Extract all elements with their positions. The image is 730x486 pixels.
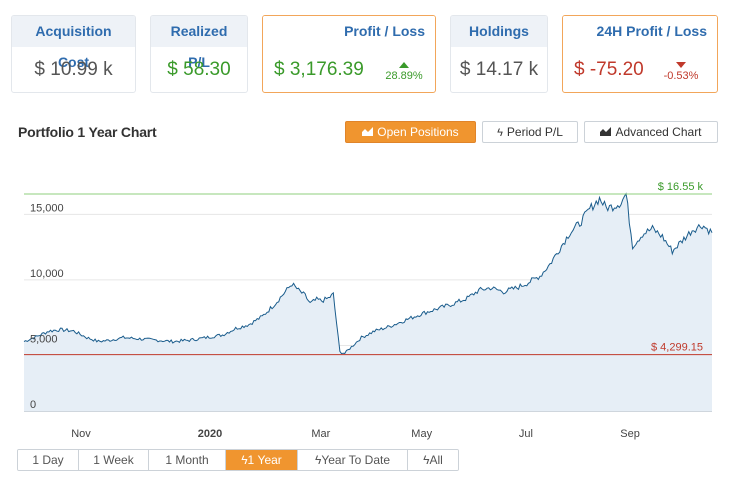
advanced-chart-button[interactable]: Advanced Chart — [584, 121, 718, 143]
y-tick-label: 15,000 — [30, 202, 64, 214]
x-tick-label: May — [411, 428, 432, 440]
range-1-year-button[interactable]: ϟ1 Year — [226, 450, 298, 470]
min-value-label: $ 4,299.15 — [651, 342, 703, 354]
card-acquisition-cost: Acquisition Cost $ 10.99 k — [11, 15, 136, 93]
range-ytd-label: Year To Date — [321, 453, 391, 467]
card-profit-loss-value: $ 3,176.39 — [274, 59, 364, 80]
card-acquisition-cost-value: $ 10.99 k — [34, 59, 113, 80]
x-tick-label: Jul — [519, 428, 533, 440]
card-profit-loss-label: Profit / Loss — [263, 16, 435, 47]
open-positions-button[interactable]: Open Positions — [345, 121, 476, 143]
x-tick-label: Mar — [311, 428, 330, 440]
y-tick-label: 10,000 — [30, 268, 64, 280]
range-1-week-button[interactable]: 1 Week — [79, 450, 149, 470]
open-positions-label: Open Positions — [377, 125, 459, 139]
y-tick-label: 5,000 — [30, 333, 58, 345]
card-profit-loss: Profit / Loss $ 3,176.39 28.89% — [262, 15, 436, 93]
card-24h-profit-loss-label: 24H Profit / Loss — [563, 16, 717, 47]
card-profit-loss-change: 28.89% — [381, 62, 427, 82]
card-24h-profit-loss-value: $ -75.20 — [574, 59, 644, 80]
range-all-button[interactable]: ϟAll — [408, 450, 458, 470]
card-acquisition-cost-label: Acquisition Cost — [12, 16, 135, 70]
range-ytd-button[interactable]: ϟYear To Date — [298, 450, 408, 470]
y-tick-label: 0 — [30, 399, 36, 411]
card-profit-loss-change-text: 28.89% — [385, 70, 423, 82]
bolt-icon: ϟ — [423, 453, 430, 467]
advanced-chart-label: Advanced Chart — [615, 125, 702, 139]
max-value-label: $ 16.55 k — [658, 181, 704, 193]
card-realized-pl: Realized P/L $ 58.30 — [150, 15, 248, 93]
x-tick-label: Nov — [71, 428, 91, 440]
card-24h-profit-loss: 24H Profit / Loss $ -75.20 -0.53% — [562, 15, 718, 93]
period-pl-button[interactable]: ϟ Period P/L — [482, 121, 578, 143]
bolt-icon: ϟ — [314, 453, 322, 467]
card-24h-profit-loss-change: -0.53% — [658, 62, 704, 82]
range-1-day-button[interactable]: 1 Day — [18, 450, 79, 470]
area-chart-icon — [362, 123, 374, 143]
card-24h-profit-loss-change-text: -0.53% — [663, 70, 699, 82]
card-holdings-label: Holdings — [451, 16, 547, 47]
period-pl-label: Period P/L — [506, 125, 563, 139]
arrow-down-icon — [676, 62, 686, 68]
range-1-year-label: 1 Year — [247, 453, 282, 467]
bolt-icon: ϟ — [497, 127, 503, 139]
range-selector: 1 Day 1 Week 1 Month ϟ1 Year ϟYear To Da… — [17, 449, 459, 471]
card-holdings: Holdings $ 14.17 k — [450, 15, 548, 93]
portfolio-series-line — [23, 192, 713, 355]
x-tick-label: Sep — [620, 428, 640, 440]
card-realized-pl-value: $ 58.30 — [167, 59, 231, 80]
x-tick-label: 2020 — [198, 428, 222, 440]
range-all-label: All — [429, 453, 443, 467]
chart-title: Portfolio 1 Year Chart — [18, 124, 157, 140]
card-holdings-value: $ 14.17 k — [459, 59, 539, 80]
range-1-month-button[interactable]: 1 Month — [149, 450, 226, 470]
card-realized-pl-label: Realized P/L — [151, 16, 247, 70]
portfolio-area-fill — [24, 193, 712, 411]
bolt-icon: ϟ — [241, 453, 248, 467]
area-chart-icon — [600, 123, 612, 143]
arrow-up-icon — [399, 62, 409, 68]
